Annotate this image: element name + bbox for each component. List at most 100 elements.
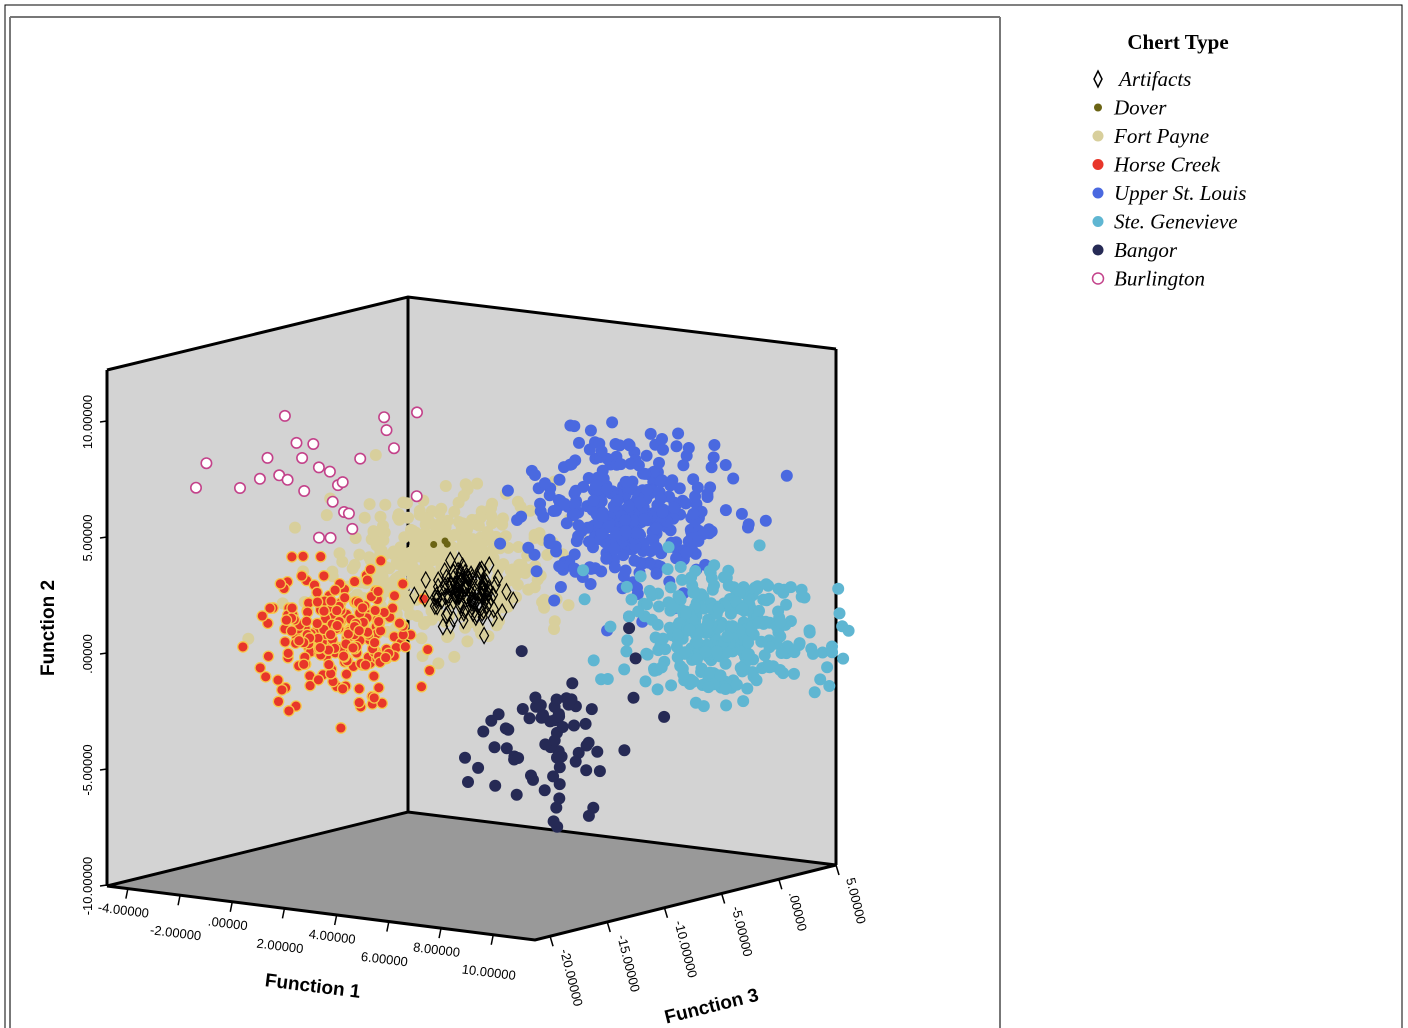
point xyxy=(759,514,772,527)
point xyxy=(363,498,376,511)
point xyxy=(376,697,388,710)
x-tick-mark xyxy=(386,921,390,932)
legend: Chert Type Artifacts Dover Fort Payne Horse… xyxy=(1091,30,1246,291)
point xyxy=(322,658,335,671)
point xyxy=(368,670,380,682)
point xyxy=(488,741,501,754)
point xyxy=(276,684,288,696)
point xyxy=(431,553,444,566)
point xyxy=(347,642,359,654)
z-tick-mark xyxy=(778,879,783,890)
point xyxy=(408,546,421,559)
point xyxy=(397,496,410,509)
point xyxy=(324,628,337,641)
point xyxy=(641,484,654,496)
point xyxy=(565,458,578,471)
point xyxy=(608,542,621,555)
point xyxy=(511,578,524,591)
point xyxy=(579,717,592,730)
point xyxy=(673,482,686,495)
point xyxy=(369,604,382,617)
point xyxy=(361,574,374,586)
point xyxy=(572,519,585,532)
legend-marker-horse-creek xyxy=(1092,159,1104,170)
y-tick-mark xyxy=(99,884,108,887)
legend-marker-bangor xyxy=(1092,244,1104,256)
point xyxy=(290,436,303,449)
point xyxy=(788,667,800,680)
point xyxy=(437,617,449,636)
point xyxy=(568,719,580,732)
point xyxy=(753,604,765,617)
point xyxy=(719,504,732,517)
point xyxy=(377,519,389,532)
point xyxy=(429,596,441,616)
point xyxy=(630,527,642,540)
point xyxy=(431,586,442,605)
point xyxy=(492,568,504,588)
y-tick-label: 5.00000 xyxy=(80,515,95,562)
point xyxy=(325,595,337,607)
point xyxy=(379,651,392,664)
point xyxy=(333,547,346,560)
point xyxy=(550,801,563,814)
point xyxy=(374,624,387,637)
point xyxy=(587,494,600,507)
point xyxy=(286,550,298,563)
point xyxy=(478,626,490,645)
point xyxy=(490,575,501,595)
series-dover xyxy=(430,537,451,548)
point xyxy=(485,502,497,515)
point xyxy=(431,597,443,616)
point xyxy=(632,605,645,618)
point xyxy=(553,792,566,805)
point xyxy=(487,585,499,604)
point xyxy=(468,591,480,610)
point xyxy=(472,761,485,774)
point xyxy=(474,512,487,525)
x-tick-label: 2.00000 xyxy=(256,936,304,957)
point xyxy=(702,681,715,694)
point xyxy=(296,451,309,464)
point xyxy=(510,788,523,801)
point xyxy=(670,552,683,565)
legend-label-upper-st-louis: Upper St. Louis xyxy=(1114,181,1246,205)
point xyxy=(349,532,362,544)
point xyxy=(619,514,632,526)
point xyxy=(432,657,445,670)
point xyxy=(353,682,366,695)
point xyxy=(699,645,712,658)
point xyxy=(734,661,747,674)
point xyxy=(441,537,449,545)
point xyxy=(338,591,351,604)
point xyxy=(705,461,718,474)
point xyxy=(312,461,325,474)
point xyxy=(448,650,461,663)
point xyxy=(543,537,556,550)
x-tick-mark xyxy=(125,888,129,899)
point xyxy=(286,602,298,614)
point xyxy=(461,635,474,648)
point xyxy=(530,565,543,578)
point xyxy=(404,608,417,621)
point xyxy=(685,571,698,584)
point xyxy=(680,607,692,620)
point xyxy=(474,561,485,580)
point xyxy=(719,657,732,670)
point xyxy=(614,458,627,471)
point xyxy=(683,623,696,636)
point xyxy=(367,525,380,538)
point xyxy=(578,593,591,606)
point xyxy=(515,510,528,523)
point xyxy=(719,459,732,471)
point xyxy=(661,563,674,576)
point xyxy=(369,449,382,461)
point xyxy=(457,489,470,502)
x-tick-label: 10.00000 xyxy=(461,962,517,983)
point xyxy=(272,674,284,686)
point xyxy=(421,643,434,656)
point xyxy=(706,583,719,596)
point xyxy=(708,559,721,572)
point xyxy=(285,625,298,637)
point xyxy=(314,550,327,563)
